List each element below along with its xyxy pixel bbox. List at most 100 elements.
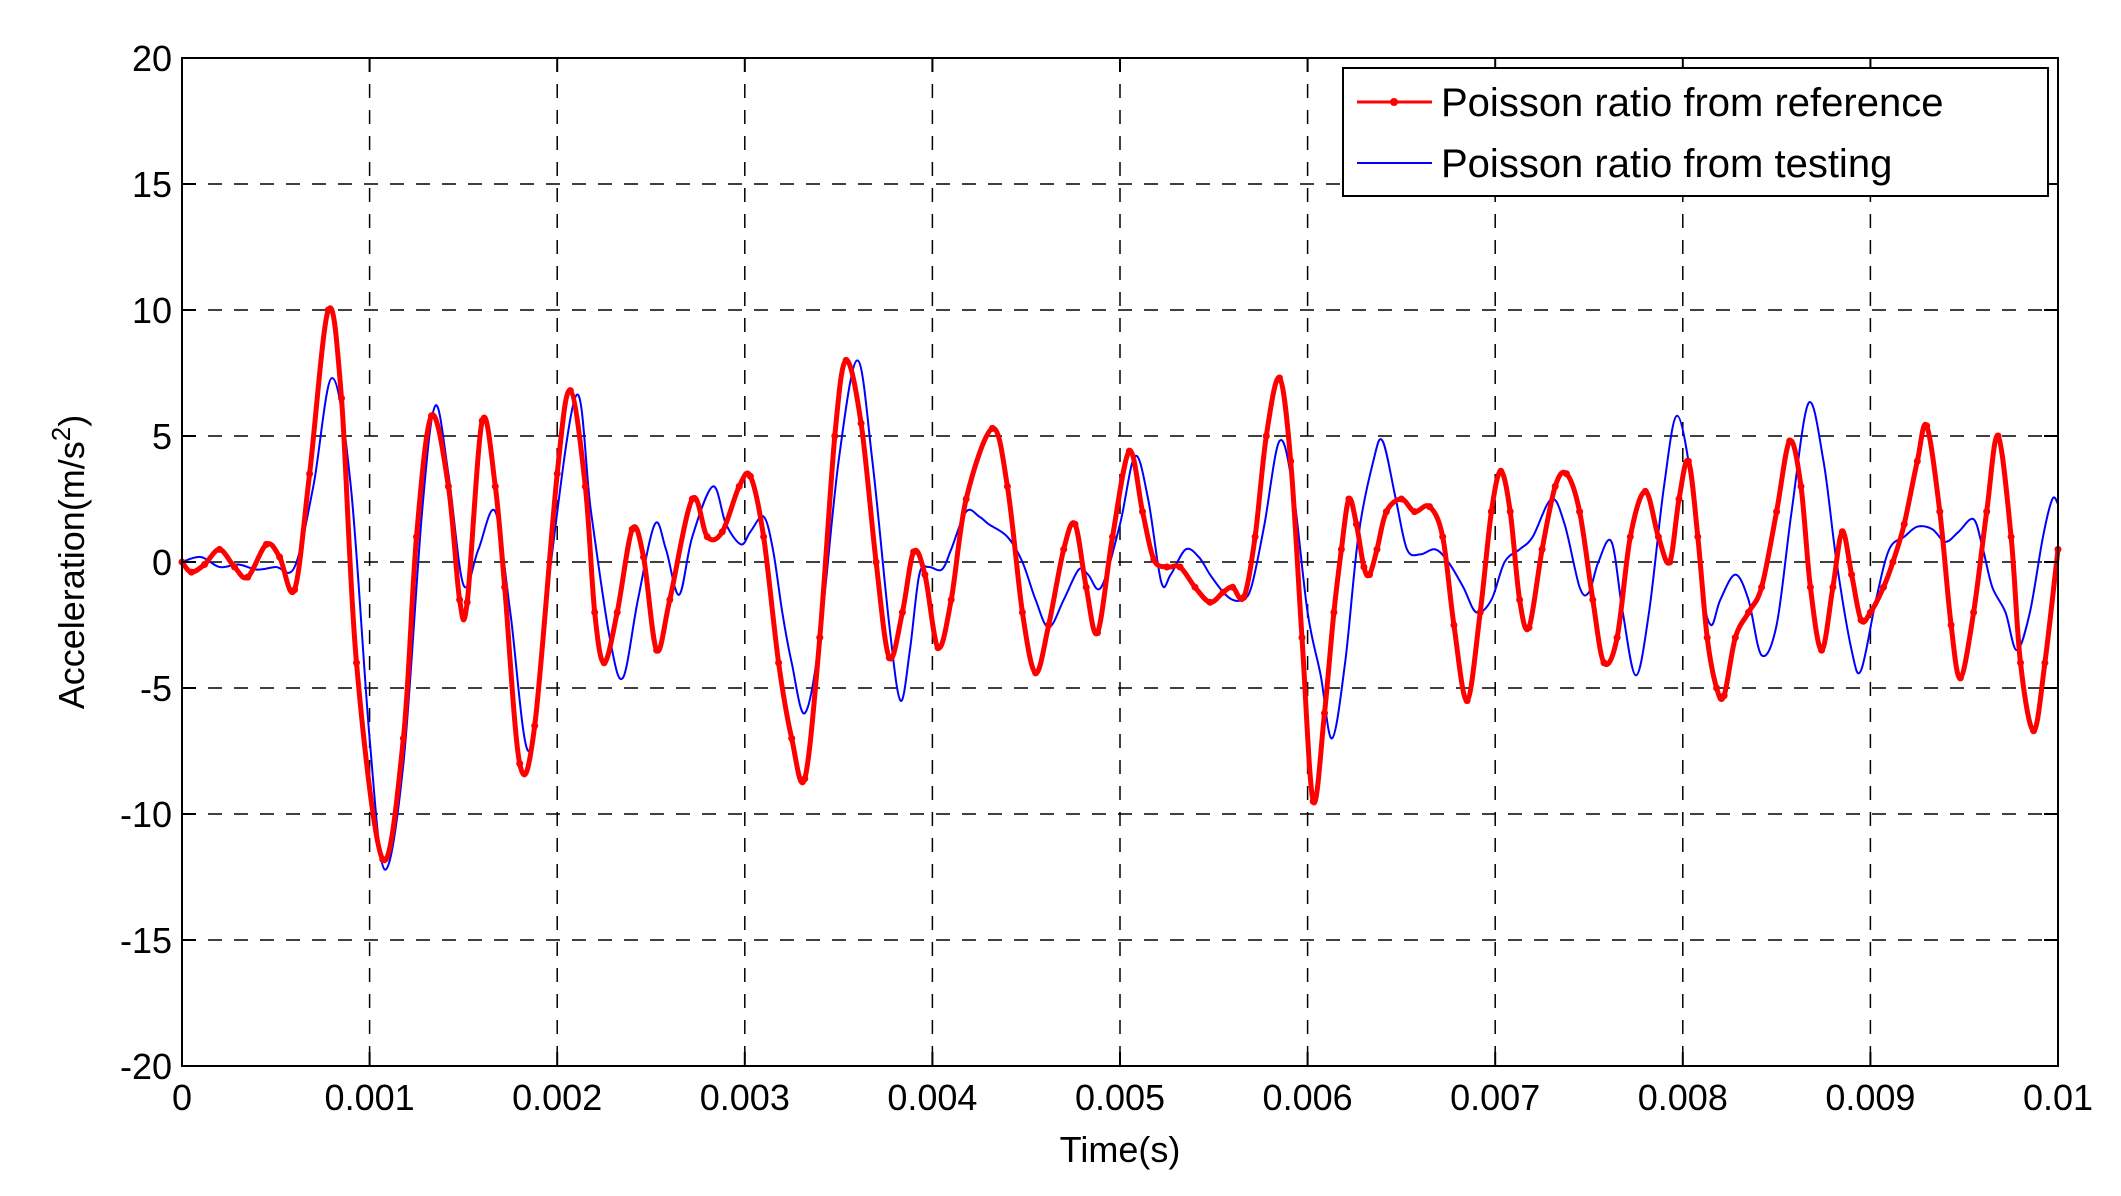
- data-point: [1411, 508, 1418, 516]
- data-point: [775, 659, 783, 667]
- data-point: [501, 583, 509, 591]
- data-point: [1525, 624, 1533, 631]
- data-point: [1125, 447, 1133, 455]
- y-axis-title: Acceleration(m/s2): [46, 415, 92, 710]
- data-point: [1923, 422, 1931, 430]
- data-point: [231, 563, 238, 571]
- data-point: [1900, 520, 1908, 528]
- data-point: [516, 760, 524, 768]
- data-point: [463, 598, 471, 606]
- data-point: [688, 495, 696, 503]
- data-point: [1694, 533, 1702, 541]
- data-point: [1150, 556, 1158, 563]
- data-point: [988, 424, 996, 432]
- data-point: [1229, 583, 1237, 591]
- data-point: [857, 419, 865, 427]
- y-axis-title-superscript: 2: [46, 427, 76, 441]
- data-point: [1516, 596, 1524, 604]
- x-tick-label: 0.007: [1450, 1077, 1540, 1118]
- data-point: [1450, 621, 1458, 629]
- data-point: [962, 495, 970, 503]
- y-axis-title-suffix: ): [51, 415, 92, 427]
- data-point: [276, 553, 284, 561]
- data-point: [1506, 508, 1514, 516]
- data-point: [666, 596, 674, 604]
- x-tick-label: 0.009: [1825, 1077, 1915, 1118]
- data-point: [1082, 583, 1090, 591]
- data-point: [1309, 797, 1317, 805]
- data-point: [1773, 508, 1781, 516]
- data-point: [531, 722, 539, 730]
- x-axis-title: Time(s): [1060, 1129, 1181, 1170]
- data-point: [244, 573, 252, 581]
- data-point: [1666, 558, 1674, 566]
- data-point: [1345, 495, 1353, 503]
- y-tick-label: 5: [152, 416, 172, 457]
- data-point: [1720, 692, 1728, 700]
- data-point: [1654, 533, 1662, 541]
- y-tick-label: -10: [120, 794, 172, 835]
- x-tick-label: 0.008: [1638, 1077, 1728, 1118]
- data-point: [2017, 659, 2024, 667]
- data-point: [1866, 608, 1874, 616]
- data-point: [1497, 467, 1505, 475]
- data-point: [1139, 508, 1146, 516]
- data-point: [1731, 634, 1739, 642]
- data-point: [1018, 608, 1026, 616]
- data-point: [1176, 563, 1184, 571]
- data-point: [1641, 487, 1649, 495]
- x-tick-label: 0.01: [2023, 1077, 2093, 1118]
- data-point: [413, 533, 420, 541]
- y-tick-label: 15: [132, 164, 172, 205]
- data-point: [1613, 634, 1621, 642]
- data-point: [1848, 571, 1856, 579]
- y-axis-title-main: Acceleration(m/s: [51, 441, 92, 709]
- data-point: [1713, 684, 1721, 692]
- data-point: [1382, 508, 1390, 516]
- data-point: [1487, 508, 1495, 516]
- data-point: [910, 548, 918, 556]
- data-point: [1298, 634, 1306, 642]
- data-point: [1262, 432, 1270, 440]
- data-point: [921, 571, 929, 579]
- x-tick-label: 0.002: [512, 1077, 602, 1118]
- x-tick-label: 0.006: [1263, 1077, 1353, 1118]
- data-point: [1337, 545, 1345, 553]
- data-point: [1786, 437, 1794, 445]
- data-point: [703, 533, 711, 541]
- data-point: [353, 659, 360, 667]
- data-point: [947, 596, 955, 604]
- data-point: [1366, 571, 1373, 579]
- data-point: [581, 482, 589, 490]
- data-point: [1703, 634, 1711, 642]
- data-point: [1994, 432, 2002, 440]
- data-point: [1947, 621, 1955, 629]
- data-point: [1060, 545, 1068, 553]
- data-point: [1857, 616, 1865, 624]
- data-point: [831, 432, 839, 440]
- data-point: [842, 356, 850, 364]
- data-point: [306, 470, 314, 478]
- data-point: [1240, 593, 1248, 601]
- data-point: [591, 608, 599, 616]
- x-tick-label: 0.003: [700, 1077, 790, 1118]
- y-tick-label: -15: [120, 920, 172, 961]
- data-point: [1094, 629, 1101, 637]
- data-point: [1191, 583, 1199, 591]
- x-tick-label: 0.004: [887, 1077, 977, 1118]
- data-point: [338, 394, 345, 402]
- data-point: [187, 568, 195, 576]
- data-point: [1360, 563, 1368, 571]
- data-point: [1551, 482, 1559, 490]
- data-point: [1889, 558, 1897, 566]
- tick-labels: 0 0.001 0.002 0.003 0.004 0.005 0.006 0.007 0.00…: [120, 38, 2093, 1118]
- data-point: [801, 775, 809, 783]
- data-point: [1003, 482, 1011, 490]
- tick-marks: [181, 57, 2059, 1067]
- data-point: [324, 306, 332, 314]
- data-point: [399, 734, 407, 742]
- data-point: [553, 470, 561, 478]
- data-point: [1538, 545, 1546, 553]
- data-point: [1032, 669, 1040, 677]
- data-point: [1758, 583, 1766, 591]
